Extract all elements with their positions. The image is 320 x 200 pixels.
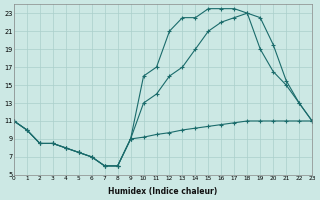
X-axis label: Humidex (Indice chaleur): Humidex (Indice chaleur) [108, 187, 218, 196]
